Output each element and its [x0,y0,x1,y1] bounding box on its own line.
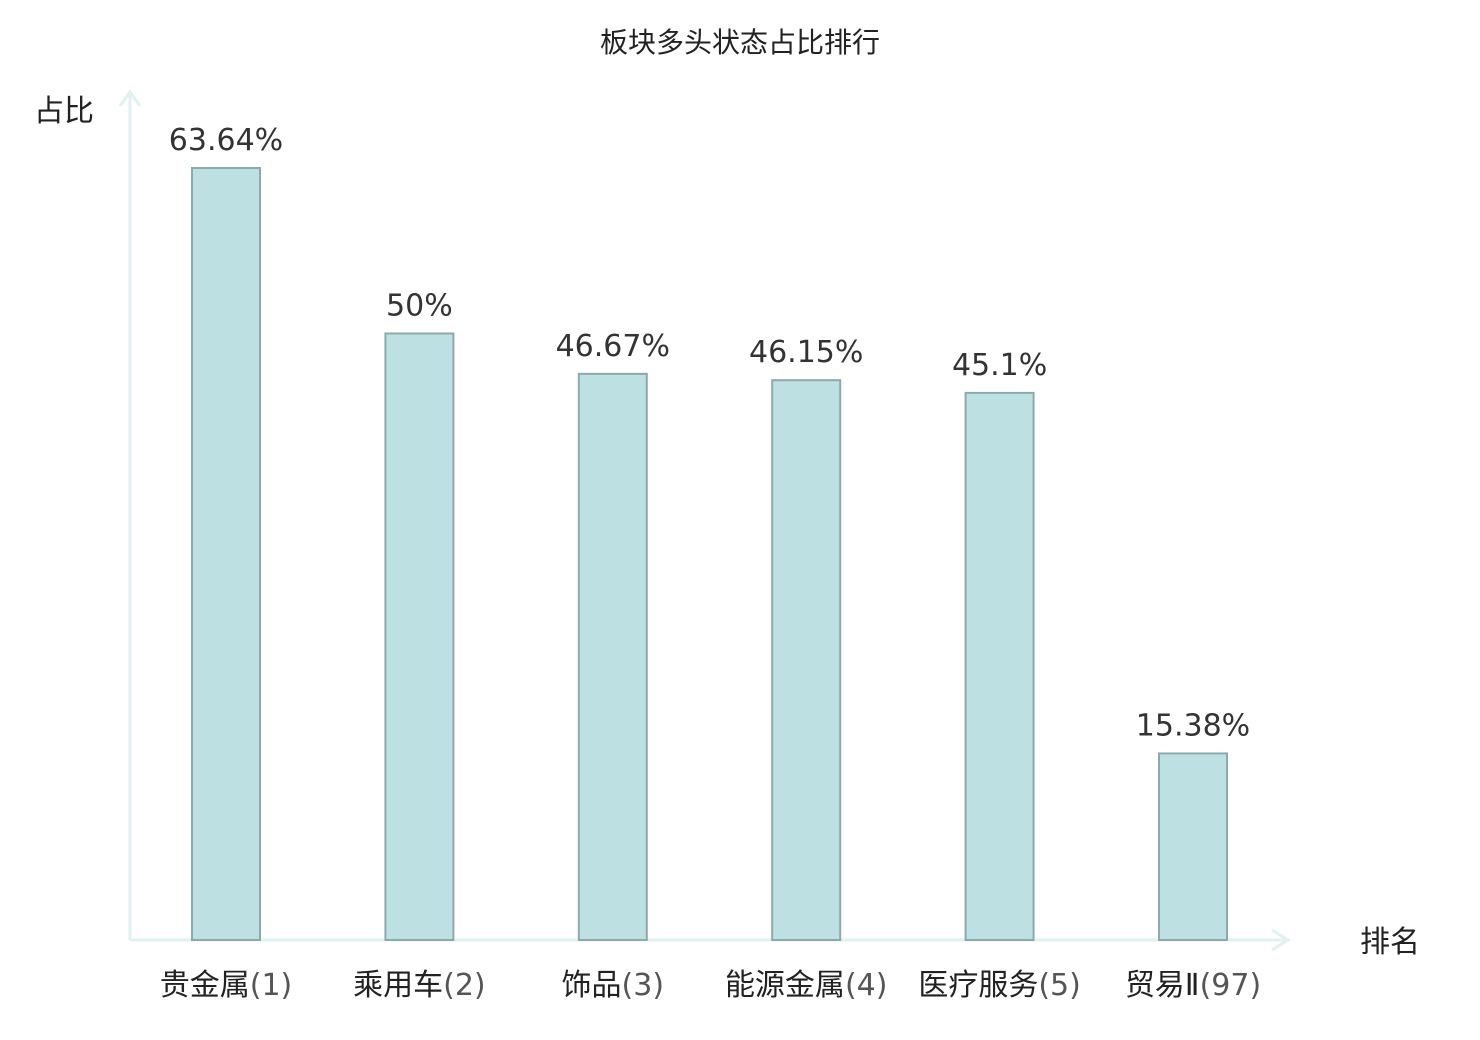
x-tick-label-4: 能源金属(4) [725,968,888,1003]
bar-5 [964,391,1035,942]
bar-4 [771,379,842,941]
chart-title: 板块多头状态占比排行 [600,26,880,59]
x-axis-label: 排名 [1360,925,1420,960]
data-labels: 63.64% 50% 46.67% 46.15% 45.1% 15.38% [169,123,1250,743]
data-label-1: 63.64% [169,123,283,158]
x-tick-name: 乘用车 [353,968,443,1003]
y-axis-label: 占比 [34,94,94,129]
data-label-6: 15.38% [1136,708,1250,743]
x-tick-rank: (2) [443,968,486,1003]
x-tick-label-3: 饰品(3) [562,968,665,1003]
x-tick-name: 贸易Ⅱ [1125,968,1200,1003]
data-label-4: 46.15% [749,335,863,370]
x-tick-name: 饰品 [562,968,622,1003]
data-label-3: 46.67% [556,329,670,364]
x-axis [130,928,1291,952]
x-tick-rank: (5) [1038,968,1081,1003]
x-tick-label-6: 贸易Ⅱ(97) [1125,968,1261,1003]
category-labels: 贵金属(1) 乘用车(2) 饰品(3) 能源金属(4) 医疗服务(5) 贸易Ⅱ(97) [160,968,1261,1003]
x-tick-rank: (3) [622,968,665,1003]
x-tick-label-1: 贵金属(1) [160,968,293,1003]
x-tick-rank: (4) [845,968,888,1003]
x-tick-name: 能源金属 [725,968,845,1003]
data-label-5: 45.1% [952,348,1047,383]
bar-6 [1158,752,1228,941]
x-tick-label-5: 医疗服务(5) [918,968,1081,1003]
x-tick-rank: (1) [250,968,293,1003]
bar-2 [384,332,455,941]
x-tick-name: 贵金属 [160,968,250,1003]
bars [191,167,1228,942]
x-tick-rank: (97) [1200,968,1262,1003]
bar-3 [577,372,648,941]
x-tick-name: 医疗服务 [918,968,1038,1003]
bar-1 [191,167,261,941]
data-label-2: 50% [386,288,453,323]
y-axis [118,89,142,940]
x-tick-label-2: 乘用车(2) [353,968,486,1003]
